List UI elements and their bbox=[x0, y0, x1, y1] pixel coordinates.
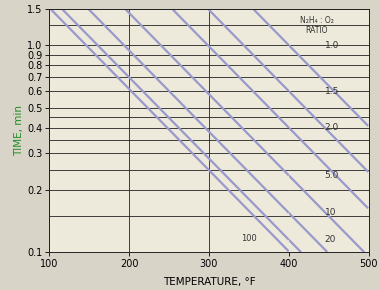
Text: 20: 20 bbox=[325, 235, 336, 244]
Text: 100: 100 bbox=[241, 233, 257, 242]
Text: 2.0: 2.0 bbox=[325, 123, 339, 132]
Text: 10: 10 bbox=[325, 209, 336, 218]
Text: 5.0: 5.0 bbox=[325, 171, 339, 180]
Text: N₂H₄ : O₂
RATIO: N₂H₄ : O₂ RATIO bbox=[300, 16, 334, 35]
Y-axis label: TIME, min: TIME, min bbox=[14, 105, 24, 156]
Text: TEMPERATURE, °F: TEMPERATURE, °F bbox=[163, 277, 255, 287]
Text: 1.5: 1.5 bbox=[325, 87, 339, 96]
Text: 1.0: 1.0 bbox=[325, 41, 339, 50]
